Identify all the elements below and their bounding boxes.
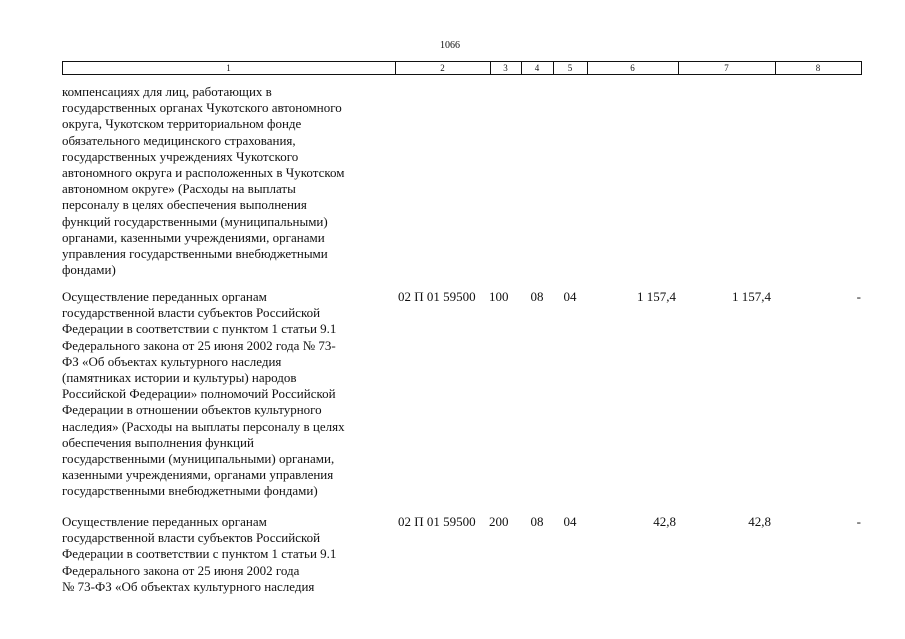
cell-text-line: государственных органах Чукотского автон… bbox=[62, 100, 342, 116]
cell-text-line: автономном округе» (Расходы на выплаты bbox=[62, 181, 296, 197]
cell-value: 1 157,4 bbox=[732, 289, 771, 304]
cell-value: 1 157,4 bbox=[637, 289, 676, 304]
cell-value: 42,8 bbox=[653, 514, 676, 529]
cell-text-line: округа, Чукотском территориальном фонде bbox=[62, 116, 302, 132]
cell-text-line: ФЗ «Об объектах культурного наследия bbox=[62, 353, 282, 369]
header-cell: 7 bbox=[724, 63, 729, 73]
cell-text-line: Осуществление переданных органам bbox=[62, 514, 267, 529]
header-cell: 1 bbox=[226, 63, 231, 73]
cell-text-line: (памятниках истории и культуры) народов bbox=[62, 370, 297, 385]
header-cell: 5 bbox=[567, 63, 573, 73]
cell-text-line: казенными учреждениями, органами управле… bbox=[62, 467, 334, 483]
cell-text-line: Федерального закона от 25 июня 2002 года… bbox=[62, 337, 336, 353]
cell-text-line: Федерации в отношении объектов культурно… bbox=[62, 402, 322, 418]
column-divider bbox=[587, 61, 588, 75]
cell-value: 04 bbox=[563, 289, 577, 304]
cell-text-line: государственной власти субъектов Российс… bbox=[62, 305, 321, 321]
cell-text-line: Федерации в соответствии с пунктом 1 ста… bbox=[62, 546, 337, 562]
cell-text-line: Российской Федерации» полномочий Российс… bbox=[62, 386, 336, 402]
cell-value: 08 bbox=[530, 514, 544, 529]
cell-text-line: обязательного медицинского страхования, bbox=[62, 132, 296, 148]
cell-value: - bbox=[856, 514, 861, 529]
cell-value: 04 bbox=[563, 514, 577, 529]
cell-text-line: управления государственными внебюджетным… bbox=[62, 246, 328, 261]
header-cell: 3 bbox=[503, 63, 508, 73]
cell-value: 200 bbox=[489, 514, 509, 529]
cell-text-line: Федерации в соответствии с пунктом 1 ста… bbox=[62, 321, 337, 337]
cell-value: 42,8 bbox=[748, 514, 771, 529]
cell-text-line: органами, казенными учреждениями, органа… bbox=[62, 229, 325, 245]
column-divider bbox=[490, 61, 491, 75]
header-cell: 8 bbox=[815, 63, 821, 73]
cell-text-line: Осуществление переданных органам bbox=[62, 289, 267, 304]
cell-text-line: государственными (муниципальными) органа… bbox=[62, 451, 335, 466]
cell-text-line: Федерального закона от 25 июня 2002 года bbox=[62, 562, 300, 578]
column-divider bbox=[521, 61, 522, 75]
cell-text-line: государственных учреждениях Чукотского bbox=[62, 148, 299, 164]
cell-value: 100 bbox=[489, 289, 509, 304]
cell-text-line: наследия» (Расходы на выплаты персоналу … bbox=[62, 418, 345, 434]
page-number: 1066 bbox=[440, 40, 460, 51]
cell-text-line: № 73-ФЗ «Об объектах культурного наследи… bbox=[62, 578, 315, 594]
cell-text-line: автономного округа и расположенных в Чук… bbox=[62, 165, 345, 180]
cell-value: 02 П 01 59500 bbox=[398, 289, 476, 304]
cell-text-line: персоналу в целях обеспечения выполнения bbox=[62, 197, 307, 213]
cell-value: - bbox=[856, 289, 861, 304]
column-divider bbox=[553, 61, 554, 75]
column-divider bbox=[395, 61, 396, 75]
cell-text-line: государственной власти субъектов Российс… bbox=[62, 530, 321, 546]
cell-value: 08 bbox=[530, 289, 544, 304]
header-cell: 4 bbox=[534, 63, 540, 73]
cell-text-line: компенсациях для лиц, работающих в bbox=[62, 84, 272, 99]
column-divider bbox=[678, 61, 679, 75]
cell-value: 02 П 01 59500 bbox=[398, 514, 476, 529]
cell-text-line: функций государственными (муниципальными… bbox=[62, 213, 328, 229]
cell-text-line: государственными внебюджетными фондами) bbox=[62, 483, 318, 499]
cell-text-line: фондами) bbox=[62, 262, 116, 278]
cell-text-line: обеспечения выполнения функций bbox=[62, 434, 254, 450]
header-cell: 6 bbox=[630, 63, 635, 73]
header-cell: 2 bbox=[440, 63, 445, 73]
column-divider bbox=[775, 61, 776, 75]
table-header bbox=[62, 61, 862, 75]
